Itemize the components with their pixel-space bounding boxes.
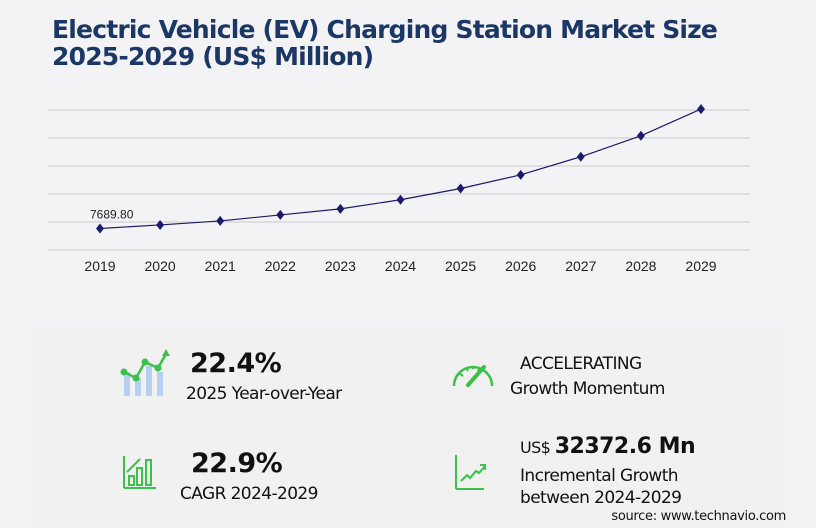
title-line-1: Electric Vehicle (EV) Charging Station M… (52, 15, 718, 44)
data-point (156, 219, 165, 230)
speedometer-icon (452, 365, 494, 387)
data-label: 7689.80 (90, 207, 134, 221)
x-tick-label: 2028 (625, 258, 656, 274)
incremental-label-2: between 2024-2029 (520, 488, 682, 508)
data-point (697, 104, 705, 115)
x-tick-label: 2029 (685, 258, 716, 274)
x-tick-label: 2025 (445, 258, 476, 274)
trend-line-icon (455, 455, 486, 490)
incremental-value: 32372.6 Mn (554, 434, 696, 459)
cagr-label: CAGR 2024-2029 (180, 484, 318, 504)
data-point (216, 215, 225, 226)
data-point (456, 183, 465, 194)
data-point (636, 130, 645, 141)
data-point (516, 169, 525, 180)
x-tick-label: 2023 (325, 258, 356, 274)
x-tick-label: 2026 (505, 258, 536, 274)
title-line-2: 2025-2029 (US$ Million) (52, 42, 374, 71)
bar-chart-icon (123, 456, 156, 489)
x-tick-label: 2021 (205, 258, 236, 274)
yoy-label: 2025 Year-over-Year (186, 384, 342, 404)
stats-panel (32, 326, 784, 528)
cagr-value: 22.9% (191, 448, 283, 479)
x-tick-label: 2024 (385, 258, 416, 274)
growth-chart-icon (120, 349, 170, 396)
data-point (396, 194, 405, 205)
data-point (96, 223, 104, 234)
incremental-label-1: Incremental Growth (520, 466, 679, 486)
line-chart: 2019 2020 2021 2022 2023 2024 2025 2026 2027 2028… (48, 104, 750, 274)
incremental-growth-value: US$ 32372.6 Mn (520, 434, 696, 459)
chart-title: Electric Vehicle (EV) Charging Station M… (52, 15, 718, 71)
momentum-label: Growth Momentum (510, 379, 665, 399)
momentum-value: ACCELERATING (520, 354, 642, 374)
x-tick-label: 2020 (145, 258, 176, 274)
x-tick-label: 2027 (565, 258, 596, 274)
x-tick-label: 2022 (265, 258, 296, 274)
series-line (99, 108, 702, 230)
x-tick-label: 2019 (84, 258, 115, 274)
source-text: source: www.technavio.com (611, 509, 786, 524)
data-point (276, 209, 285, 220)
data-point (336, 203, 345, 214)
yoy-value: 22.4% (190, 348, 282, 379)
currency-prefix: US$ (520, 438, 551, 457)
data-point (576, 151, 585, 162)
